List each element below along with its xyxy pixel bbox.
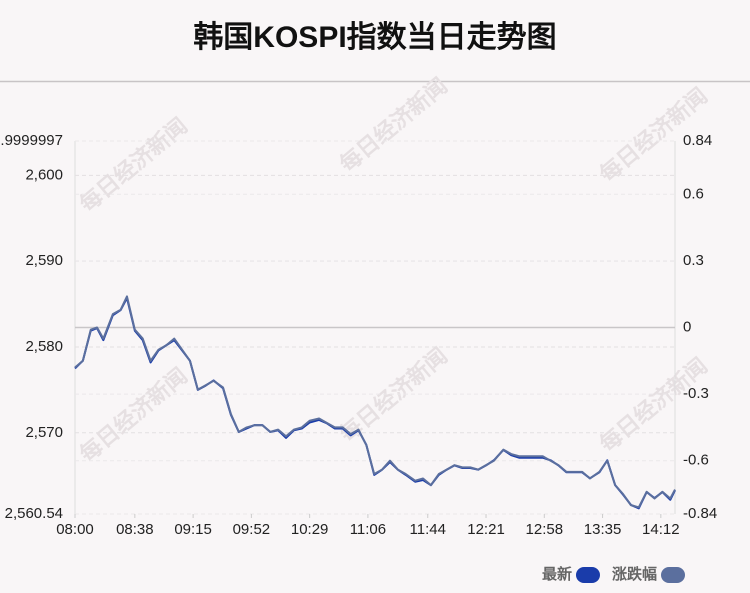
x-tick-label: 14:12: [642, 521, 680, 538]
y2-tick-label: -0.84: [683, 505, 717, 522]
legend-swatch: [575, 567, 600, 583]
y-tick-label: 2,560.54: [5, 505, 63, 522]
y-tick-label: 2,580: [25, 338, 63, 355]
x-tick-label: 09:15: [174, 521, 212, 538]
x-tick-label: 11:44: [410, 521, 446, 538]
y2-tick-label: 0.84: [683, 132, 712, 149]
x-tick-label: 12:58: [526, 521, 564, 538]
y-tick-label: 2,590: [25, 252, 63, 269]
x-tick-label: 09:52: [233, 521, 271, 538]
legend-label: 最新: [542, 565, 572, 583]
y2-tick-label: 0.3: [683, 252, 704, 269]
legend-swatch: [661, 567, 685, 583]
y-tick-label: 2,603.9999997: [0, 132, 63, 149]
x-tick-label: 08:38: [116, 521, 154, 538]
y2-tick-label: 0.6: [683, 185, 704, 202]
y2-tick-label: -0.3: [683, 385, 709, 402]
x-tick-label: 12:21: [467, 521, 505, 538]
y2-tick-label: -0.6: [683, 452, 709, 469]
legend-label: 涨跌幅: [612, 565, 657, 583]
y-tick-label: 2,600: [25, 166, 63, 183]
x-tick-label: 11:06: [350, 521, 386, 538]
y2-tick-label: 0: [683, 318, 691, 335]
x-tick-label: 10:29: [291, 521, 329, 538]
chart-title: 韩国KOSPI指数当日走势图: [193, 21, 556, 54]
y-tick-label: 2,570: [25, 424, 63, 441]
x-tick-label: 08:00: [56, 521, 94, 538]
line-series: [74, 295, 676, 509]
x-tick-label: 13:35: [584, 521, 622, 538]
